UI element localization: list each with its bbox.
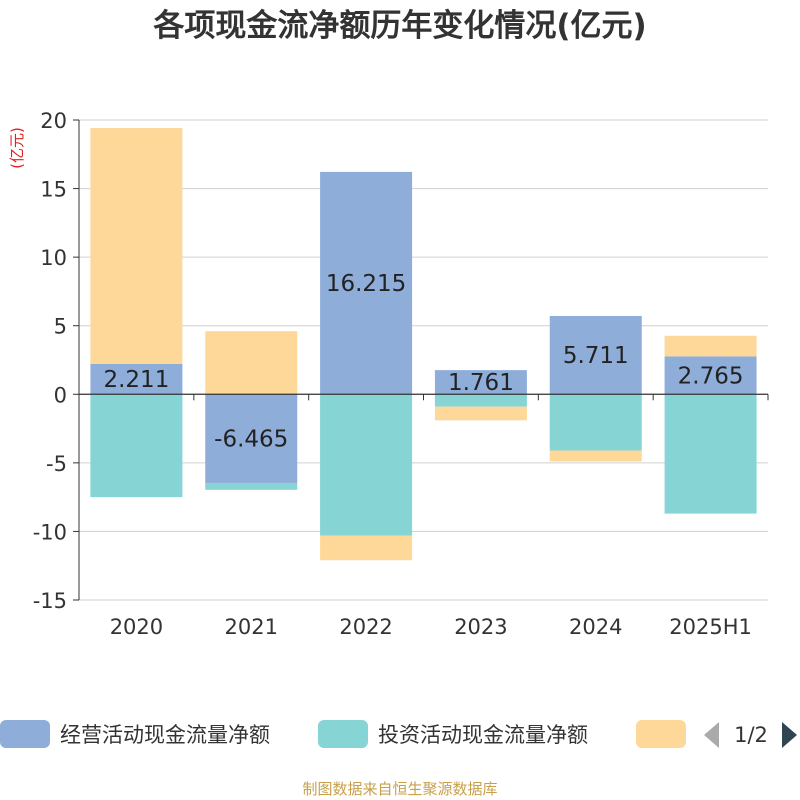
data-label-2025H1: 2.765 <box>678 363 744 389</box>
bar-2022-series-1 <box>320 171 413 395</box>
bar-2021-series-1 <box>205 394 298 483</box>
axes: 20 15 10 5 0 -5 -10 -15 (亿元) 2020 2021 2022 2023 2024… <box>8 109 769 639</box>
data-label-2020: 2.211 <box>103 367 169 393</box>
bars <box>90 128 757 561</box>
y-tick-label: 0 <box>54 383 67 407</box>
bar-2020-series-2 <box>90 394 183 498</box>
y-tick-label: -10 <box>33 520 67 544</box>
data-label-2021: -6.465 <box>214 427 288 453</box>
bar-2021-series-3 <box>205 331 298 395</box>
y-tick-label: 20 <box>40 109 67 133</box>
legend-swatch-3 <box>636 720 686 748</box>
y-unit-label: (亿元) <box>8 127 26 169</box>
legend-swatch-1 <box>0 720 50 748</box>
data-label-2024: 5.711 <box>563 343 629 369</box>
x-tick-label: 2022 <box>339 615 392 639</box>
legend-label-2: 投资活动现金流量净额 <box>378 723 588 747</box>
y-tick-label: -5 <box>46 452 67 476</box>
bar-2020-series-1 <box>90 363 183 395</box>
bar-2021-series-2 <box>205 482 298 490</box>
legend-next-icon[interactable] <box>782 722 797 748</box>
x-tick-label: 2023 <box>454 615 507 639</box>
bar-2023-series-3 <box>434 406 527 421</box>
bar-2024-series-3 <box>549 450 642 462</box>
x-tick-label: 2020 <box>110 615 163 639</box>
bar-2022-series-2 <box>320 394 413 536</box>
legend: 经营活动现金流量净额 投资活动现金流量净额 1/2 <box>0 720 797 748</box>
data-label-2023: 1.761 <box>448 370 514 396</box>
legend-prev-icon[interactable] <box>704 722 719 748</box>
bar-2023-series-1 <box>434 370 527 395</box>
bar-2023-series-2 <box>434 394 527 407</box>
legend-swatch-2 <box>318 720 368 748</box>
bar-2025H1-series-1 <box>664 356 757 395</box>
source-footer: 制图数据来自恒生聚源数据库 <box>302 780 498 798</box>
y-tick-label: 10 <box>40 246 67 270</box>
bar-2024-series-2 <box>549 394 642 451</box>
bar-2022-series-3 <box>320 535 413 561</box>
stacked-bar-chart: 20 15 10 5 0 -5 -10 -15 (亿元) 2020 2021 2022 2023 2024… <box>0 109 797 748</box>
grid-lines <box>79 119 768 601</box>
y-tick-label: 5 <box>54 315 67 339</box>
bar-2024-series-1 <box>549 315 642 395</box>
bar-2025H1-series-2 <box>664 394 757 514</box>
x-tick-label: 2021 <box>225 615 278 639</box>
legend-label-1: 经营活动现金流量净额 <box>60 723 270 747</box>
bar-2020-series-3 <box>90 128 183 364</box>
bar-2025H1-series-3 <box>664 335 757 357</box>
y-tick-label: 15 <box>40 178 67 202</box>
chart-title: 各项现金流净额历年变化情况(亿元) <box>153 8 647 44</box>
x-tick-label: 2025H1 <box>669 615 752 639</box>
y-tick-label: -15 <box>33 589 67 613</box>
data-labels: 2.211 -6.465 16.215 1.761 5.711 2.765 <box>103 271 743 453</box>
x-tick-label: 2024 <box>569 615 622 639</box>
legend-page-indicator: 1/2 <box>734 723 768 747</box>
data-label-2022: 16.215 <box>326 271 406 297</box>
